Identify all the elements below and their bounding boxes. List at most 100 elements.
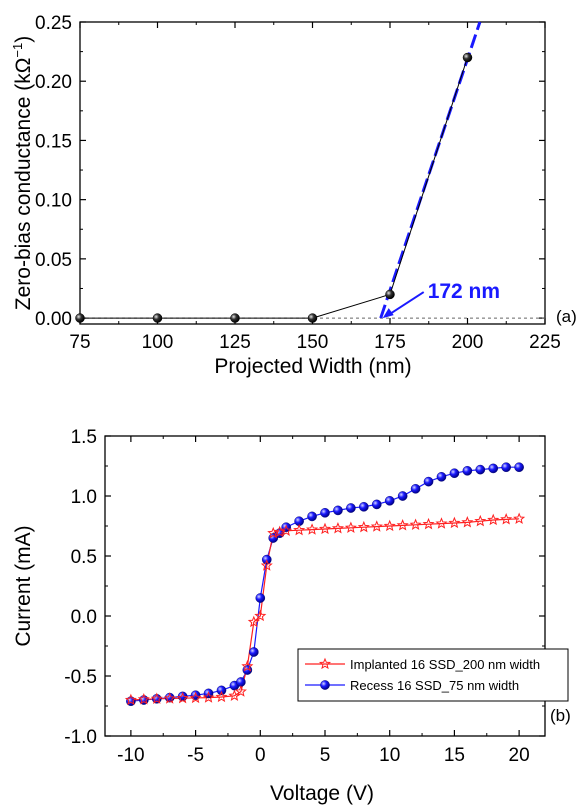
data-point-implanted (260, 559, 273, 571)
data-point-implanted (396, 519, 409, 531)
data-point-recess (384, 495, 395, 506)
annotation-text: 172 nm (428, 280, 500, 303)
data-point-a (385, 289, 395, 300)
y-tick-label-b: 1.0 (71, 487, 97, 508)
data-point-recess (488, 463, 499, 474)
data-point-a (152, 313, 163, 323)
data-point-a (462, 52, 473, 63)
data-point-implanted (409, 518, 422, 530)
data-point-implanted (163, 692, 176, 704)
data-point-recess (475, 464, 486, 475)
legend-marker-recess (320, 680, 330, 690)
x-tick-label-a: 225 (529, 332, 561, 353)
data-point-implanted (176, 691, 189, 704)
data-point-recess (436, 471, 447, 482)
y-tick-label-a: 0.25 (35, 13, 72, 34)
data-point-recess (255, 593, 266, 603)
data-series-a (75, 52, 473, 323)
data-point-recess (410, 483, 421, 494)
panel-label-b: (b) (550, 706, 571, 725)
data-point-implanted (124, 693, 137, 706)
data-point-implanted (461, 516, 474, 528)
data-point-implanted (370, 520, 383, 532)
x-tick-label-a: 200 (452, 332, 484, 353)
data-point-recess (501, 462, 511, 473)
x-tick-label-b: -10 (117, 745, 144, 766)
data-point-recess (423, 476, 434, 487)
data-point-implanted (422, 517, 435, 530)
data-point-implanted (189, 691, 202, 704)
annotation-arrow (386, 291, 425, 317)
y-tick-label-a: 0.00 (35, 309, 72, 330)
axis-ticks-a: 75 100 125 150 175 200 225 0.00 0.05 0.10 0.15 0.20… (35, 13, 561, 353)
data-point-implanted (234, 685, 247, 697)
y-tick-label-a: 0.10 (35, 191, 72, 212)
y-tick-label-b: -0.5 (64, 667, 97, 688)
data-point-implanted (137, 693, 150, 705)
data-point-implanted (293, 523, 306, 536)
data-point-implanted (448, 516, 461, 529)
data-point-recess (462, 465, 473, 476)
y-axis-label-a: Zero-bias conductance (kΩ−1) (10, 36, 35, 310)
series-line-b (130, 518, 520, 701)
data-point-implanted (280, 524, 293, 536)
x-tick-label-a: 100 (142, 332, 174, 353)
legend-label: Implanted 16 SSD_200 nm width (350, 657, 540, 672)
data-point-recess (216, 685, 227, 696)
legend-label: Recess 16 SSD_75 nm width (350, 678, 519, 693)
data-point-implanted (202, 691, 215, 703)
data-point-implanted (435, 517, 448, 529)
data-point-a (307, 313, 318, 323)
data-point-recess (371, 499, 382, 510)
extrapolation-annotation: 172 nm (382, 280, 500, 319)
data-point-a (75, 313, 85, 323)
data-point-implanted (254, 609, 267, 622)
data-point-recess (449, 468, 460, 479)
axis-ticks-b: -10 -5 0 5 10 15 20 -1.0 -0.5 0.0 0.5 1.0 1.5 (64, 427, 545, 766)
data-markers-b (124, 462, 526, 707)
y-tick-label-a: 0.15 (35, 131, 72, 152)
x-tick-label-b: -5 (187, 745, 204, 766)
y-tick-label-b: 0.5 (71, 547, 97, 568)
data-point-implanted (344, 521, 357, 533)
data-point-recess (236, 677, 246, 687)
panel-a: 75 100 125 150 175 200 225 0.00 0.05 0.10 0.15 0.20… (10, 13, 577, 378)
data-point-recess (307, 511, 317, 522)
data-point-implanted (487, 513, 500, 526)
data-point-implanted (383, 519, 396, 532)
data-point-implanted (306, 523, 319, 535)
legend: Implanted 16 SSD_200 nm width Recess 16 S… (297, 648, 569, 702)
annotation-arrowhead (382, 308, 394, 319)
data-point-implanted (357, 520, 370, 533)
data-point-implanted (500, 513, 513, 525)
x-tick-label-a: 125 (219, 332, 251, 353)
data-point-recess (397, 491, 408, 501)
x-axis-label-b: Voltage (V) (270, 782, 374, 805)
data-point-implanted (513, 512, 526, 524)
data-point-recess (514, 462, 524, 473)
x-tick-label-b: 5 (320, 745, 331, 766)
x-axis-label-a: Projected Width (nm) (214, 355, 411, 378)
x-tick-label-b: 20 (509, 745, 530, 766)
data-point-implanted (331, 522, 344, 534)
x-tick-label-b: 0 (255, 745, 266, 766)
x-tick-label-a: 75 (69, 332, 90, 353)
legend-marker-implanted (318, 657, 332, 670)
data-point-implanted (150, 692, 163, 704)
x-tick-label-a: 150 (297, 332, 329, 353)
data-point-implanted (474, 514, 487, 527)
y-axis-label-superscript: −1 (10, 43, 25, 58)
panel-b: -10 -5 0 5 10 15 20 -1.0 -0.5 0.0 0.5 1.0 1.5 Implan… (12, 427, 571, 805)
series-line-a (80, 57, 468, 319)
y-axis-label-close: ) (12, 36, 35, 43)
data-point-recess (359, 501, 369, 512)
data-point-a (230, 313, 240, 323)
data-point-recess (249, 647, 259, 657)
data-point-recess (333, 505, 343, 516)
y-tick-label-b: 1.5 (71, 427, 97, 448)
data-point-recess (320, 507, 330, 518)
data-point-implanted (318, 522, 332, 535)
y-tick-label-b: 0.0 (71, 607, 97, 628)
x-tick-label-a: 175 (374, 332, 406, 353)
